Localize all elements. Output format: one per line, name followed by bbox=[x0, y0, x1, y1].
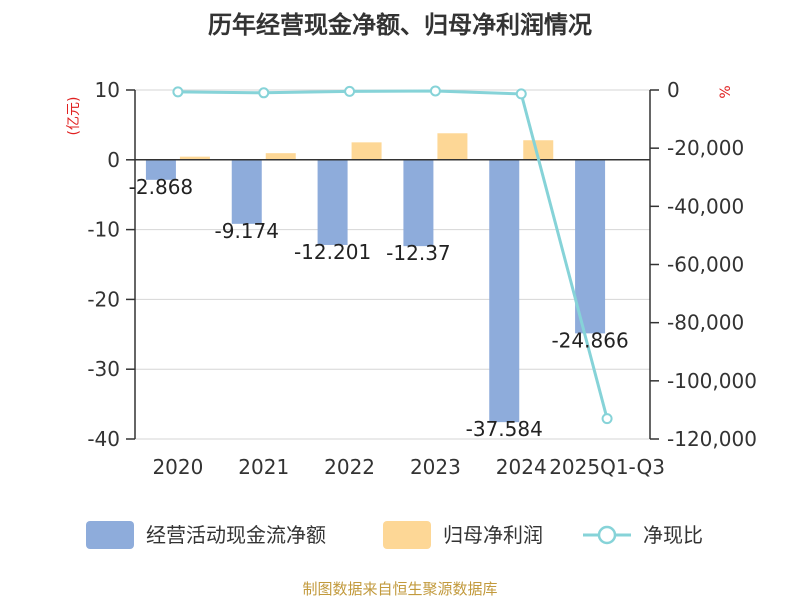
chart-title: 历年经营现金净额、归母净利润情况 bbox=[208, 11, 592, 39]
net-profit-bar bbox=[351, 142, 382, 160]
net-profit-bar bbox=[265, 153, 296, 160]
legend: 经营活动现金流净额 归母净利润 净现比 bbox=[86, 521, 703, 549]
legend-item-ratio[interactable]: 净现比 bbox=[583, 523, 703, 547]
cash-flow-data-label: -2.868 bbox=[129, 175, 193, 199]
x-axis-ticks: 2020 2021 2022 2023 2024 2025Q1-Q3 bbox=[152, 455, 665, 479]
ratio-point bbox=[601, 413, 613, 425]
legend-swatch-cash-flow bbox=[86, 521, 134, 549]
legend-swatch-ratio-marker bbox=[597, 525, 617, 545]
cash-flow-bar bbox=[145, 159, 176, 180]
right-tick-label: -40,000 bbox=[667, 194, 744, 218]
legend-label-net-profit: 归母净利润 bbox=[443, 523, 543, 547]
left-tick-label: -40 bbox=[87, 427, 120, 451]
right-tick-label: -120,000 bbox=[667, 427, 757, 451]
ratio-line bbox=[177, 89, 609, 420]
gridlines bbox=[135, 89, 650, 440]
cash-flow-bar bbox=[489, 159, 520, 423]
legend-label-cash-flow: 经营活动现金流净额 bbox=[146, 523, 326, 547]
left-tick-label: 0 bbox=[107, 148, 120, 172]
right-axis-unit: % bbox=[718, 85, 734, 98]
net-profit-bars bbox=[179, 133, 554, 160]
left-tick-label: -30 bbox=[87, 357, 120, 381]
net-profit-bar bbox=[437, 133, 468, 160]
right-tick-label: 0 bbox=[667, 78, 680, 102]
ratio-point bbox=[429, 85, 441, 97]
cash-flow-bar bbox=[575, 159, 606, 334]
left-axis-ticks: 10 0 -10 -20 -30 -40 bbox=[87, 78, 135, 451]
legend-item-net-profit[interactable]: 归母净利润 bbox=[383, 521, 543, 549]
x-tick-label: 2020 bbox=[152, 455, 203, 479]
net-profit-bar bbox=[179, 156, 210, 160]
legend-label-ratio: 净现比 bbox=[643, 523, 703, 547]
cash-flow-data-label: -9.174 bbox=[215, 219, 279, 243]
net-profit-bar bbox=[523, 140, 554, 160]
legend-item-cash-flow[interactable]: 经营活动现金流净额 bbox=[86, 521, 326, 549]
x-tick-label: 2025Q1-Q3 bbox=[549, 455, 665, 479]
x-tick-label: 2021 bbox=[238, 455, 289, 479]
ratio-point bbox=[515, 88, 527, 100]
ratio-point bbox=[344, 85, 356, 97]
right-tick-label: -60,000 bbox=[667, 253, 744, 277]
ratio-point bbox=[258, 87, 270, 99]
cash-flow-data-label: -37.584 bbox=[466, 417, 543, 441]
data-source-note: 制图数据来自恒生聚源数据库 bbox=[302, 580, 497, 598]
cash-flow-bars bbox=[145, 159, 606, 423]
cash-flow-data-labels: -2.868 -9.174 -12.201 -12.37 -37.584 -24.866 bbox=[129, 175, 629, 441]
cash-flow-data-label: -24.866 bbox=[551, 328, 628, 352]
x-tick-label: 2023 bbox=[410, 455, 461, 479]
left-tick-label: -10 bbox=[87, 218, 120, 242]
right-tick-label: -80,000 bbox=[667, 311, 744, 335]
right-tick-label: -20,000 bbox=[667, 136, 744, 160]
left-tick-label: 10 bbox=[95, 78, 120, 102]
right-axis-ticks: 0 -20,000 -40,000 -60,000 -80,000 -100,000 -12… bbox=[650, 78, 757, 451]
cash-flow-bar bbox=[231, 159, 262, 224]
cash-flow-bar bbox=[317, 159, 348, 245]
left-tick-label: -20 bbox=[87, 287, 120, 311]
right-tick-label: -100,000 bbox=[667, 369, 757, 393]
ratio-point bbox=[172, 86, 184, 98]
x-tick-label: 2024 bbox=[496, 455, 547, 479]
legend-swatch-net-profit bbox=[383, 521, 431, 549]
cash-flow-data-label: -12.37 bbox=[386, 241, 450, 265]
cash-flow-data-label: -12.201 bbox=[294, 240, 371, 264]
cash-flow-bar bbox=[403, 159, 434, 247]
x-tick-label: 2022 bbox=[324, 455, 375, 479]
left-axis-unit: (亿元) bbox=[66, 97, 82, 136]
ratio-line-series bbox=[172, 85, 613, 425]
